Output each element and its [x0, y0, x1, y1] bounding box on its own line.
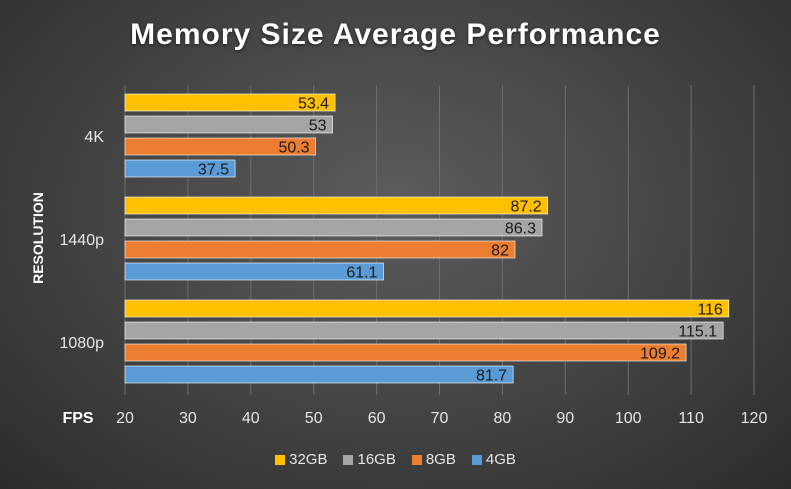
data-label-1440p-32gb: 87.2 — [511, 199, 542, 216]
legend-item-32gb: 32GB — [275, 451, 327, 468]
x-tick-label-40: 40 — [242, 410, 260, 427]
x-tick-label-100: 100 — [615, 410, 642, 427]
bar-1080p-32gb — [124, 299, 730, 318]
bar-4k-4gb — [124, 159, 236, 178]
bar-1440p-4gb — [124, 262, 384, 281]
data-label-1440p-16gb: 86.3 — [505, 221, 536, 238]
legend-swatch-8gb — [411, 454, 422, 465]
x-tick-label-80: 80 — [494, 410, 512, 427]
legend-swatch-32gb — [275, 454, 286, 465]
data-label-1080p-16gb: 115.1 — [678, 324, 717, 341]
legend-label-32gb: 32GB — [289, 451, 328, 468]
x-tick-label-60: 60 — [368, 410, 386, 427]
bar-1080p-8gb — [124, 343, 687, 362]
legend-swatch-16gb — [343, 454, 354, 465]
data-label-1080p-8gb: 109.2 — [640, 346, 680, 363]
legend-swatch-4gb — [471, 454, 482, 465]
bar-1440p-16gb — [124, 218, 543, 237]
legend-label-4gb: 4GB — [485, 451, 516, 468]
data-label-1440p-8gb: 82 — [491, 243, 509, 260]
x-tick-label-90: 90 — [556, 410, 574, 427]
data-label-4k-8gb: 50.3 — [278, 140, 309, 157]
bar-4k-16gb — [124, 115, 333, 134]
bar-4k-32gb — [124, 93, 336, 112]
legend-label-8gb: 8GB — [425, 451, 456, 468]
data-label-4k-4gb: 37.5 — [198, 162, 229, 179]
chart-title: Memory Size Average Performance — [130, 18, 661, 51]
bar-1080p-4gb — [124, 365, 514, 384]
chart-legend: 32GB 16GB 8GB 4GB — [0, 451, 791, 468]
category-label-1080p: 1080p — [60, 335, 105, 352]
x-tick-label-20: 20 — [116, 410, 134, 427]
x-axis-title: FPS — [62, 410, 93, 427]
category-label-1440p: 1440p — [60, 232, 105, 249]
data-label-1080p-4gb: 81.7 — [476, 368, 507, 385]
legend-item-8gb: 8GB — [411, 451, 456, 468]
bar-1440p-32gb — [124, 196, 548, 215]
bar-1080p-16gb — [124, 321, 724, 340]
x-tick-label-120: 120 — [741, 410, 768, 427]
bar-1440p-8gb — [124, 240, 516, 259]
x-tick-label-70: 70 — [431, 410, 449, 427]
data-label-4k-32gb: 53.4 — [298, 96, 329, 113]
legend-label-16gb: 16GB — [357, 451, 396, 468]
x-tick-label-50: 50 — [305, 410, 323, 427]
legend-item-16gb: 16GB — [343, 451, 396, 468]
data-label-1440p-4gb: 61.1 — [346, 265, 377, 282]
data-label-4k-16gb: 53 — [309, 118, 327, 135]
x-tick-label-110: 110 — [678, 410, 704, 427]
y-axis-title: RESOLUTION — [30, 192, 46, 284]
x-tick-label-30: 30 — [179, 410, 197, 427]
bar-4k-8gb — [124, 137, 316, 156]
data-label-1080p-32gb: 116 — [697, 302, 723, 319]
legend-item-4gb: 4GB — [471, 451, 516, 468]
category-label-4k: 4K — [84, 129, 104, 146]
